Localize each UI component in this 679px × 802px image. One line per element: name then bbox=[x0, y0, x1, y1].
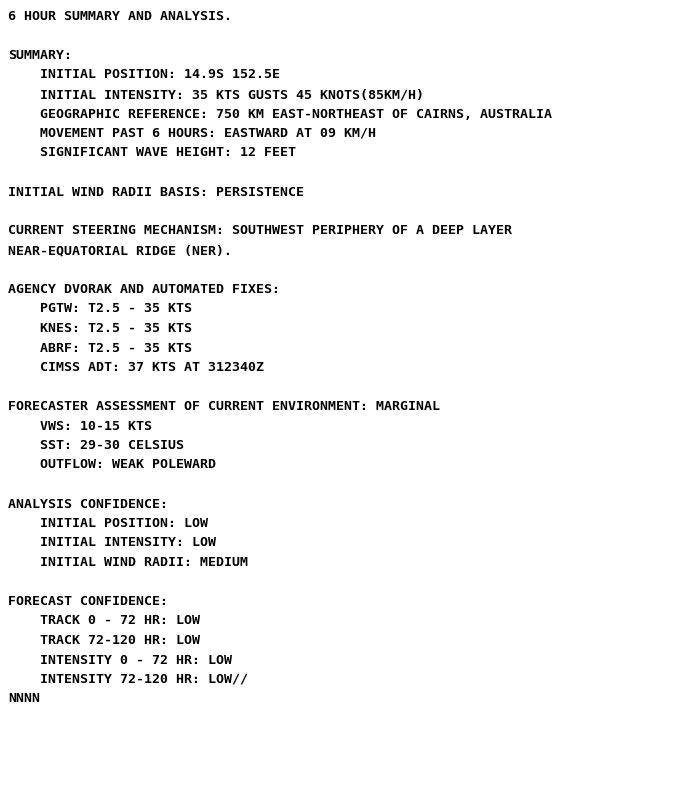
Text: INITIAL POSITION: 14.9S 152.5E: INITIAL POSITION: 14.9S 152.5E bbox=[8, 68, 280, 82]
Text: CURRENT STEERING MECHANISM: SOUTHWEST PERIPHERY OF A DEEP LAYER: CURRENT STEERING MECHANISM: SOUTHWEST PE… bbox=[8, 225, 512, 237]
Text: 6 HOUR SUMMARY AND ANALYSIS.: 6 HOUR SUMMARY AND ANALYSIS. bbox=[8, 10, 232, 23]
Text: SST: 29-30 CELSIUS: SST: 29-30 CELSIUS bbox=[8, 439, 184, 452]
Text: PGTW: T2.5 - 35 KTS: PGTW: T2.5 - 35 KTS bbox=[8, 302, 192, 315]
Text: MOVEMENT PAST 6 HOURS: EASTWARD AT 09 KM/H: MOVEMENT PAST 6 HOURS: EASTWARD AT 09 KM… bbox=[8, 127, 376, 140]
Text: TRACK 72-120 HR: LOW: TRACK 72-120 HR: LOW bbox=[8, 634, 200, 647]
Text: INTENSITY 0 - 72 HR: LOW: INTENSITY 0 - 72 HR: LOW bbox=[8, 654, 232, 666]
Text: ABRF: T2.5 - 35 KTS: ABRF: T2.5 - 35 KTS bbox=[8, 342, 192, 354]
Text: SUMMARY:: SUMMARY: bbox=[8, 49, 72, 62]
Text: INITIAL INTENSITY: LOW: INITIAL INTENSITY: LOW bbox=[8, 537, 216, 549]
Text: INITIAL WIND RADII: MEDIUM: INITIAL WIND RADII: MEDIUM bbox=[8, 556, 248, 569]
Text: NNNN: NNNN bbox=[8, 692, 40, 706]
Text: OUTFLOW: WEAK POLEWARD: OUTFLOW: WEAK POLEWARD bbox=[8, 459, 216, 472]
Text: NEAR-EQUATORIAL RIDGE (NER).: NEAR-EQUATORIAL RIDGE (NER). bbox=[8, 244, 232, 257]
Text: INITIAL INTENSITY: 35 KTS GUSTS 45 KNOTS(85KM/H): INITIAL INTENSITY: 35 KTS GUSTS 45 KNOTS… bbox=[8, 88, 424, 101]
Text: FORECAST CONFIDENCE:: FORECAST CONFIDENCE: bbox=[8, 595, 168, 608]
Text: CIMSS ADT: 37 KTS AT 312340Z: CIMSS ADT: 37 KTS AT 312340Z bbox=[8, 361, 264, 374]
Text: KNES: T2.5 - 35 KTS: KNES: T2.5 - 35 KTS bbox=[8, 322, 192, 335]
Text: AGENCY DVORAK AND AUTOMATED FIXES:: AGENCY DVORAK AND AUTOMATED FIXES: bbox=[8, 283, 280, 296]
Text: SIGNIFICANT WAVE HEIGHT: 12 FEET: SIGNIFICANT WAVE HEIGHT: 12 FEET bbox=[8, 147, 296, 160]
Text: INITIAL WIND RADII BASIS: PERSISTENCE: INITIAL WIND RADII BASIS: PERSISTENCE bbox=[8, 185, 304, 199]
Text: GEOGRAPHIC REFERENCE: 750 KM EAST-NORTHEAST OF CAIRNS, AUSTRALIA: GEOGRAPHIC REFERENCE: 750 KM EAST-NORTHE… bbox=[8, 107, 552, 120]
Text: VWS: 10-15 KTS: VWS: 10-15 KTS bbox=[8, 419, 152, 432]
Text: INTENSITY 72-120 HR: LOW//: INTENSITY 72-120 HR: LOW// bbox=[8, 673, 248, 686]
Text: INITIAL POSITION: LOW: INITIAL POSITION: LOW bbox=[8, 517, 208, 530]
Text: FORECASTER ASSESSMENT OF CURRENT ENVIRONMENT: MARGINAL: FORECASTER ASSESSMENT OF CURRENT ENVIRON… bbox=[8, 400, 440, 413]
Text: TRACK 0 - 72 HR: LOW: TRACK 0 - 72 HR: LOW bbox=[8, 614, 200, 627]
Text: ANALYSIS CONFIDENCE:: ANALYSIS CONFIDENCE: bbox=[8, 497, 168, 511]
